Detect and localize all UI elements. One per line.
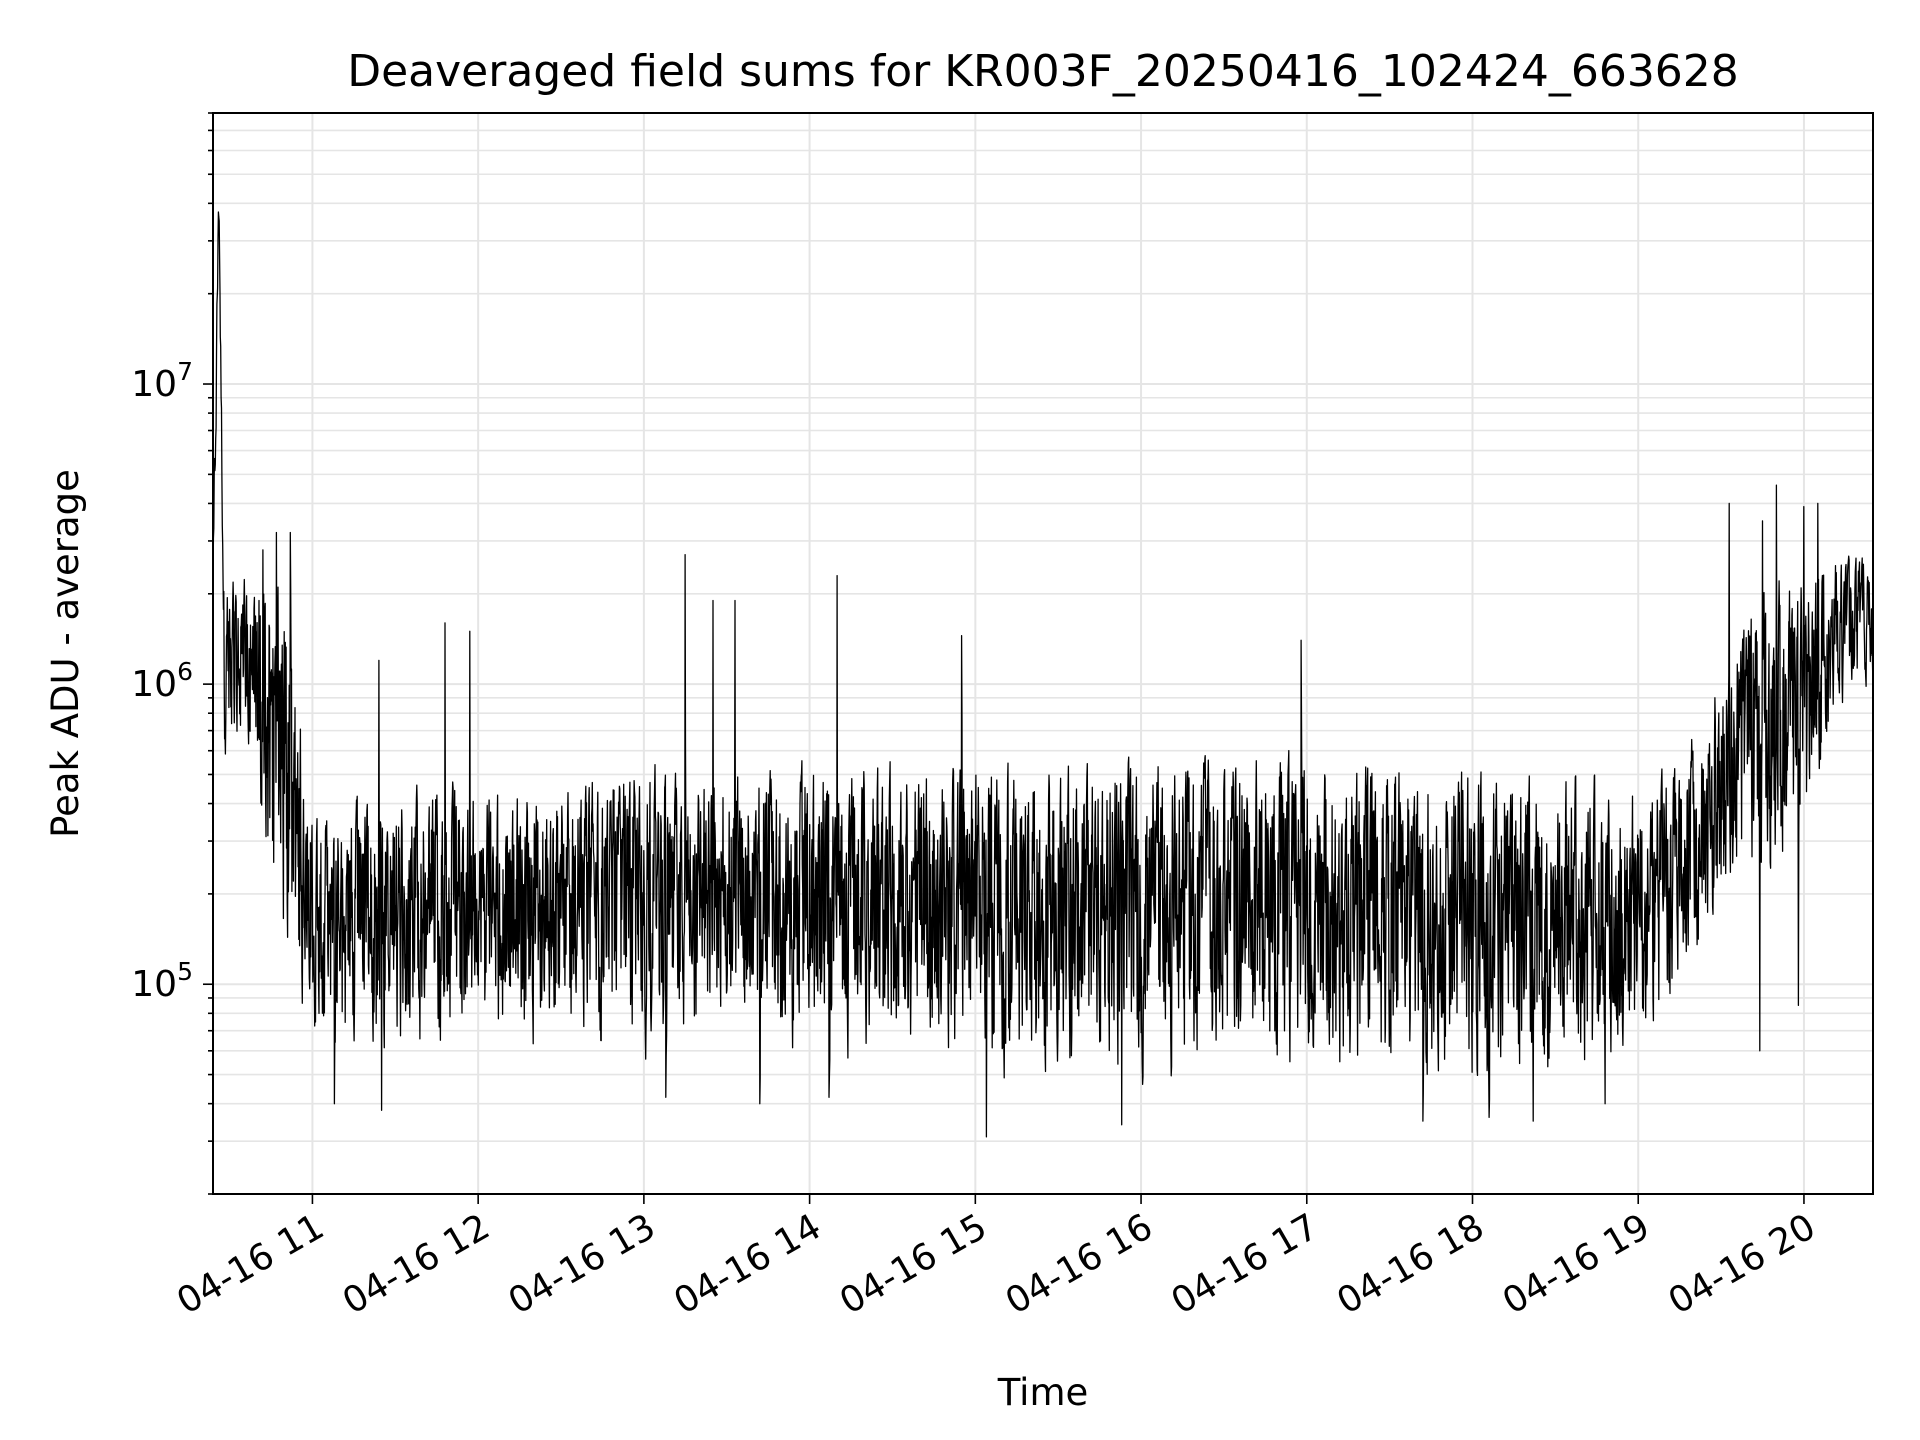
chart-title: Deaveraged field sums for KR003F_2025041…	[347, 46, 1739, 97]
plot-frame	[212, 112, 1874, 1195]
series-layer	[212, 211, 1874, 1138]
y-tick-label: 105	[131, 957, 193, 1005]
y-tick-base: 10	[131, 364, 177, 405]
x-axis-label: Time	[997, 1371, 1089, 1414]
y-tick-exponent: 7	[177, 357, 193, 386]
y-tick-exponent: 6	[177, 657, 193, 686]
y-tick-base: 10	[131, 964, 177, 1005]
y-axis-label: Peak ADU - average	[44, 469, 87, 838]
series-line	[212, 211, 1874, 1138]
y-tick-exponent: 5	[177, 957, 193, 986]
y-tick-label: 107	[131, 357, 193, 405]
y-tick-base: 10	[131, 664, 177, 705]
y-tick-label: 106	[131, 657, 193, 705]
